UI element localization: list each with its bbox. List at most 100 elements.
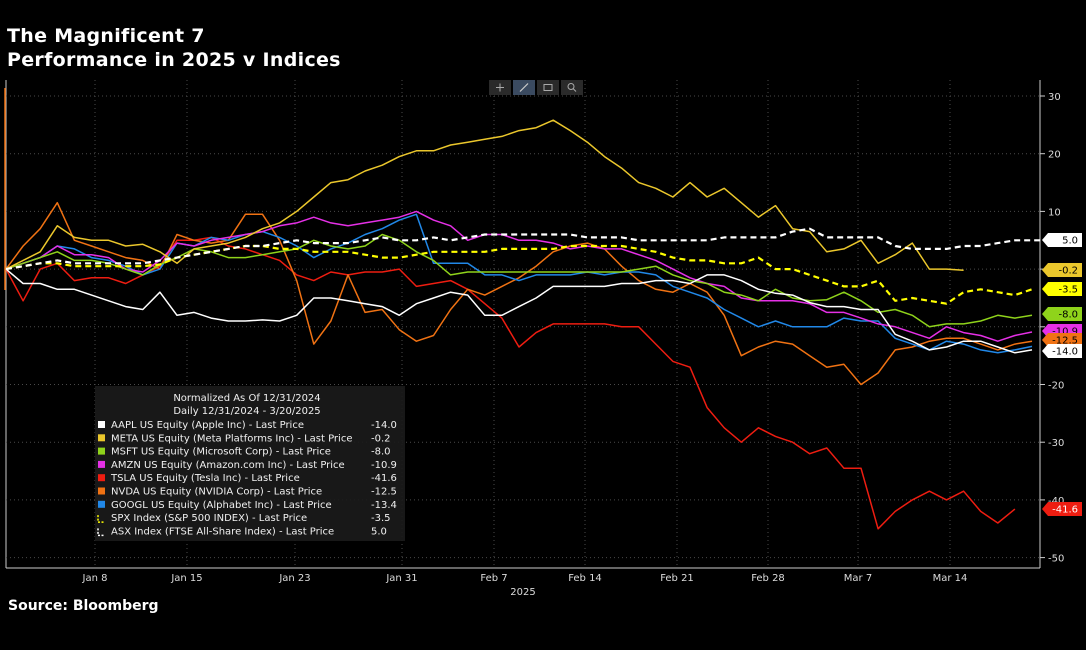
- y-tick-label: 20: [1048, 150, 1061, 161]
- draw-icon[interactable]: [513, 80, 535, 95]
- badge-value: -41.6: [1052, 505, 1078, 516]
- legend-label: MSFT US Equity (Microsoft Corp) - Last P…: [111, 447, 331, 458]
- series-line: [5, 210, 1033, 342]
- badge-bg: [1042, 333, 1082, 347]
- x-axis: Jan 8 Jan 15 Jan 23 Jan 31 Feb 7 Feb 14 Feb 21…: [82, 573, 968, 598]
- legend-swatch: [98, 500, 105, 508]
- legend-entry: AAPL US Equity (Apple Inc) - Last Price -…: [98, 420, 397, 431]
- badge-bg: [1042, 233, 1082, 247]
- badge-value: 5.0: [1062, 236, 1078, 247]
- chart-title-line2: Performance in 2025 v Indices: [7, 49, 341, 71]
- legend-swatch: [98, 421, 105, 428]
- chart-toolbar: [489, 80, 583, 95]
- badge-bg: [1042, 502, 1082, 516]
- badge-bg: [1042, 282, 1082, 296]
- table-icon-bg: [537, 80, 559, 95]
- table-glyph: [543, 84, 553, 91]
- table-icon[interactable]: [537, 80, 559, 95]
- legend-value: -41.6: [371, 473, 397, 484]
- badge-value: -8.0: [1058, 310, 1078, 321]
- x-tick-label: Mar 7: [844, 573, 872, 584]
- x-tick-label: Feb 14: [568, 573, 602, 584]
- badge-bg: [1042, 344, 1082, 358]
- legend-value: -3.5: [371, 513, 391, 524]
- legend-subheader: Daily 12/31/2024 - 3/20/2025: [173, 406, 320, 417]
- x-tick-label: Jan 31: [385, 573, 417, 584]
- last-value-badges: 5.0 -0.2 -3.5 -8.0 -10.9-12.5-14.0 -41.6: [1042, 233, 1082, 516]
- last-value-badge: -0.2: [1042, 263, 1082, 277]
- legend-value: 5.0: [371, 526, 387, 537]
- legend-swatch: [97, 528, 105, 537]
- series-line: [5, 201, 1033, 386]
- last-value-badge: -3.5: [1042, 282, 1082, 296]
- legend-swatch: [98, 434, 105, 442]
- legend-entry: ASX Index (FTSE All-Share Index) - Last …: [97, 526, 387, 537]
- legend-swatch: [98, 460, 105, 468]
- badge-value: -14.0: [1052, 347, 1078, 358]
- legend-value: -14.0: [371, 420, 397, 431]
- legend-entry: AMZN US Equity (Amazon.com Inc) - Last P…: [98, 460, 397, 471]
- last-value-badge: -14.0: [1042, 344, 1082, 358]
- legend-label: GOOGL US Equity (Alphabet Inc) - Last Pr…: [111, 500, 332, 511]
- source-note: Source: Bloomberg: [8, 598, 159, 614]
- badge-bg: [1042, 263, 1082, 277]
- x-tick-label: Feb 7: [480, 573, 507, 584]
- legend-entry: MSFT US Equity (Microsoft Corp) - Last P…: [98, 447, 391, 458]
- y-tick-label: -40: [1048, 496, 1064, 507]
- badge-value: -3.5: [1058, 285, 1078, 296]
- legend-box: [95, 386, 405, 541]
- legend-header: Normalized As Of 12/31/2024: [173, 393, 320, 404]
- series-line: [5, 227, 1050, 271]
- legend-swatch: [98, 474, 105, 482]
- legend-label: NVDA US Equity (NVIDIA Corp) - Last Pric…: [111, 487, 322, 498]
- zoom-handle: [572, 88, 577, 92]
- plot-area: [5, 119, 1050, 530]
- legend-entry: META US Equity (Meta Platforms Inc) - La…: [98, 433, 391, 444]
- draw-glyph: [519, 83, 529, 92]
- badge-value: -10.9: [1052, 327, 1078, 338]
- legend-value: -10.9: [371, 460, 397, 471]
- x-axis-year-label: 2025: [510, 587, 535, 598]
- last-value-badge: -41.6: [1042, 502, 1082, 516]
- series-line: [5, 119, 964, 272]
- legend-label: AMZN US Equity (Amazon.com Inc) - Last P…: [111, 460, 345, 471]
- legend-swatch: [98, 447, 105, 455]
- badge-value: -12.5: [1052, 336, 1078, 347]
- legend-entry: SPX Index (S&P 500 INDEX) - Last Price -3…: [97, 513, 391, 524]
- crosshair-icon[interactable]: [489, 80, 511, 95]
- badge-value: -0.2: [1058, 266, 1078, 277]
- legend-entry: NVDA US Equity (NVIDIA Corp) - Last Pric…: [98, 487, 397, 498]
- legend-label: ASX Index (FTSE All-Share Index) - Last …: [111, 526, 334, 537]
- legend-entry: TSLA US Equity (Tesla Inc) - Last Price -…: [98, 473, 397, 484]
- legend-entry: GOOGL US Equity (Alphabet Inc) - Last Pr…: [98, 500, 397, 511]
- last-value-badge: -8.0: [1042, 307, 1082, 321]
- last-value-badge: 5.0: [1042, 233, 1082, 247]
- y-tick-label: 30: [1048, 92, 1061, 103]
- y-tick-label: -50: [1048, 554, 1064, 565]
- x-tick-label: Feb 28: [751, 573, 785, 584]
- zoom-icon-bg: [561, 80, 583, 95]
- legend-label: META US Equity (Meta Platforms Inc) - La…: [111, 433, 352, 444]
- x-tick-label: Jan 23: [278, 573, 310, 584]
- y-tick-label: -20: [1048, 381, 1064, 392]
- chart-title-line1: The Magnificent 7: [7, 25, 205, 47]
- legend-label: AAPL US Equity (Apple Inc) - Last Price: [111, 420, 304, 431]
- legend: Normalized As Of 12/31/2024 Daily 12/31/2…: [95, 386, 405, 541]
- y-tick-label: 10: [1048, 207, 1061, 218]
- x-tick-label: Feb 21: [660, 573, 694, 584]
- x-tick-label: Jan 15: [170, 573, 202, 584]
- legend-value: -13.4: [371, 500, 397, 511]
- badge-bg: [1042, 307, 1082, 321]
- series-line: [5, 244, 1033, 305]
- zoom-glyph: [567, 83, 575, 90]
- chart-title: The Magnificent 7 Performance in 2025 v …: [7, 24, 341, 72]
- zoom-icon[interactable]: [561, 80, 583, 95]
- x-tick-label: Jan 8: [82, 573, 108, 584]
- crosshair-glyph: [496, 83, 504, 92]
- legend-label: SPX Index (S&P 500 INDEX) - Last Price: [111, 513, 307, 524]
- last-value-badge: -12.5: [1042, 333, 1082, 347]
- legend-value: -0.2: [371, 433, 391, 444]
- series-line: [5, 213, 1033, 354]
